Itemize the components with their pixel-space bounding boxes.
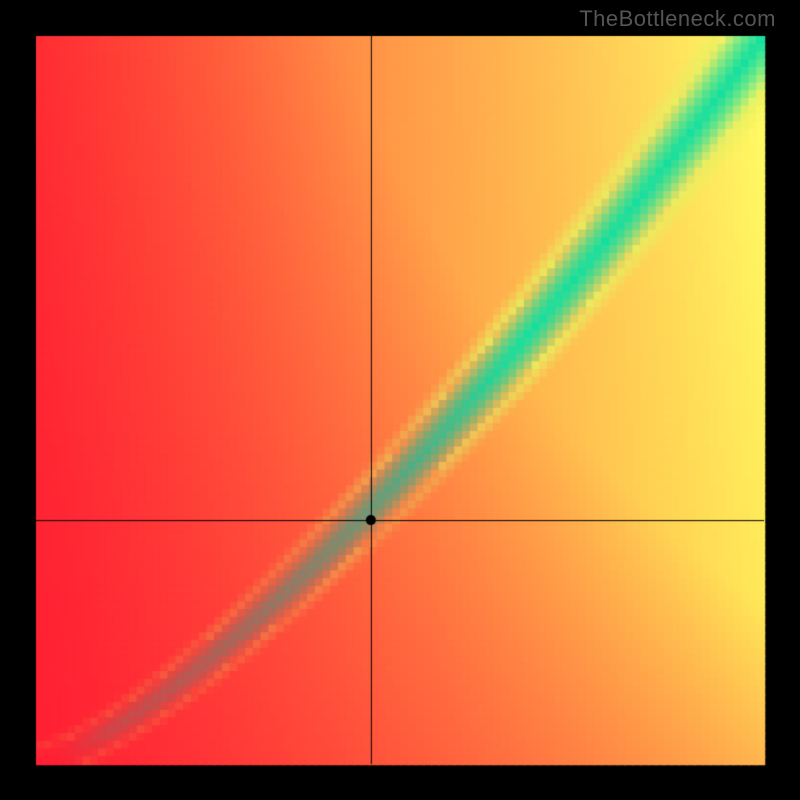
chart-container: TheBottleneck.com [0, 0, 800, 800]
heatmap-chart [0, 0, 800, 800]
